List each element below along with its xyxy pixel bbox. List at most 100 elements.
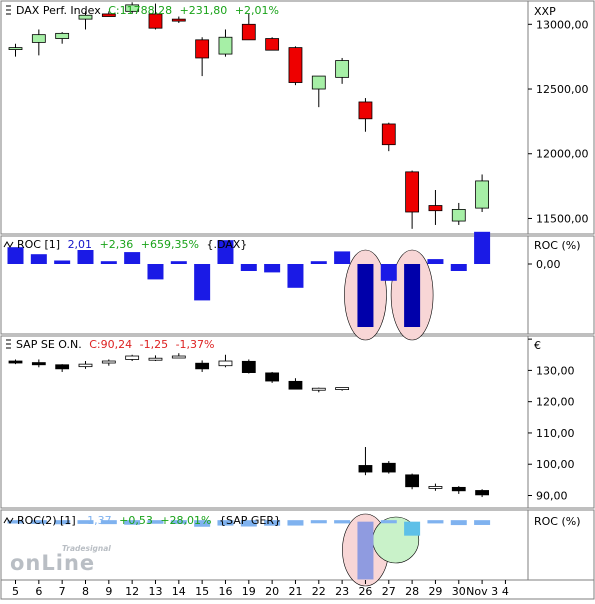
roc2-legend: ROC(2) [1] -1,37 +0,53 +28,01% {SAP GER} (3, 514, 281, 527)
bull-candle (101, 360, 116, 364)
roc-change-pct: +659,35% (141, 238, 199, 251)
roc-axis-label: ROC (%) (534, 239, 581, 252)
svg-text:ROC(2) [1] -1,37: ROC(2) [1] -1,37 +0,53 +28,01% {SAP GER} (17, 514, 281, 527)
roc2-bar (450, 520, 467, 526)
bear-candle (288, 380, 303, 390)
roc-bar (170, 261, 187, 264)
bear-candle (405, 474, 420, 488)
bull-candle (311, 75, 326, 90)
bull-candle (125, 355, 140, 360)
roc-bar (334, 251, 351, 264)
svg-text:SAP SE O.N. C:90,24: SAP SE O.N. C:90,24 -1,25 -1,37% (16, 338, 215, 351)
roc-bar (404, 264, 421, 327)
bull-candle (78, 363, 93, 368)
bull-candle (171, 355, 186, 359)
sap-legend: SAP SE O.N. C:90,24 -1,25 -1,37% (6, 338, 215, 351)
bear-candle (55, 364, 70, 370)
roc2-bar (287, 520, 304, 526)
y-tick-label: 12000,00 (536, 148, 589, 161)
y-tick-label: 110,00 (536, 427, 575, 440)
dax-axis-label: XXP (534, 5, 556, 18)
roc-bar (380, 264, 397, 281)
indicator-wave-icon (3, 241, 14, 248)
bull-candle (451, 209, 466, 222)
roc-bar (240, 264, 257, 271)
roc2-name: ROC(2) [1] (17, 514, 76, 527)
x-tick-label: 29 (428, 585, 442, 598)
bear-candle (358, 465, 373, 473)
x-tick-label: 5 (12, 585, 19, 598)
x-tick-label: 8 (82, 585, 89, 598)
bull-candle (78, 14, 93, 20)
roc-bar (217, 240, 234, 264)
svg-text:DAX Perf. Index C:1178: DAX Perf. Index C:11788,28 +231,80 +2,01… (16, 4, 279, 17)
x-tick-label: 14 (172, 585, 186, 598)
panel-frame (0, 335, 529, 509)
y-tick-label: 100,00 (536, 458, 575, 471)
bear-candle (475, 490, 490, 496)
roc2-change: +0,53 (119, 514, 153, 527)
bear-candle (428, 205, 443, 212)
bear-candle (288, 47, 303, 83)
bull-candle (475, 180, 490, 209)
dax-legend: DAX Perf. Index C:11788,28 +231,80 +2,01… (6, 4, 279, 17)
roc2-bar (170, 520, 187, 524)
dax-change-pct: +2,01% (235, 4, 279, 17)
bull-candle (125, 4, 140, 12)
roc-bar (77, 250, 94, 264)
roc2-bar (427, 520, 444, 524)
roc2-bar (30, 520, 47, 524)
y-tick-label: 12500,00 (536, 83, 589, 96)
y-tick-label: 0,00 (536, 258, 561, 271)
bear-candle (241, 360, 256, 373)
roc2-bar (264, 520, 281, 526)
panel-frame (0, 0, 529, 235)
sap-close: C:90,24 (89, 338, 132, 351)
roc-bar (474, 231, 491, 264)
bear-candle (8, 360, 23, 364)
bear-candle (31, 362, 46, 366)
x-tick-label: 27 (382, 585, 396, 598)
svg-text:ROC [1] 2,01 +: ROC [1] 2,01 +2,36 +659,35% {.DAX} (17, 238, 247, 251)
sap-change-pct: -1,37% (176, 338, 215, 351)
bull-candle (148, 357, 163, 361)
bear-candle (265, 38, 280, 51)
x-tick-label: 12 (125, 585, 139, 598)
bull-candle (428, 486, 443, 489)
watermark-top: Tradesignal (62, 544, 111, 553)
dax-change: +231,80 (180, 4, 228, 17)
roc-bar (264, 264, 281, 273)
roc2-bar (357, 521, 374, 580)
x-tick-label: 13 (148, 585, 162, 598)
roc-bar (147, 264, 164, 280)
roc-bar (450, 264, 467, 271)
bear-candle (358, 101, 373, 120)
axis-frame (527, 235, 595, 335)
roc2-bar (194, 520, 211, 527)
roc2-bar (7, 520, 24, 524)
roc2-bar (77, 520, 94, 524)
x-tick-label: Nov 3 (466, 585, 498, 598)
y-tick-label: 90,00 (536, 489, 568, 502)
x-tick-label: 7 (59, 585, 66, 598)
dax-close: C:11788,28 (108, 4, 172, 17)
roc-legend: ROC [1] 2,01 +2,36 +659,35% {.DAX} (3, 238, 247, 251)
roc-change: +2,36 (100, 238, 134, 251)
roc-bar (7, 247, 24, 264)
bear-candle (148, 13, 163, 29)
x-tick-label: 16 (218, 585, 232, 598)
roc-value: 2,01 (68, 238, 93, 251)
indicator-wave-icon (3, 517, 14, 524)
bear-candle (241, 23, 256, 41)
x-tick-label: 6 (35, 585, 42, 598)
x-tick-label: 9 (105, 585, 112, 598)
x-tick-label: 30 (452, 585, 466, 598)
roc-bar (194, 264, 211, 301)
x-tick-label: 26 (358, 585, 372, 598)
roc2-change-pct: +28,01% (160, 514, 211, 527)
x-tick-label: 21 (288, 585, 302, 598)
x-tick-label: 28 (405, 585, 419, 598)
roc-bar (54, 260, 71, 264)
x-tick-label: 4 (502, 585, 509, 598)
